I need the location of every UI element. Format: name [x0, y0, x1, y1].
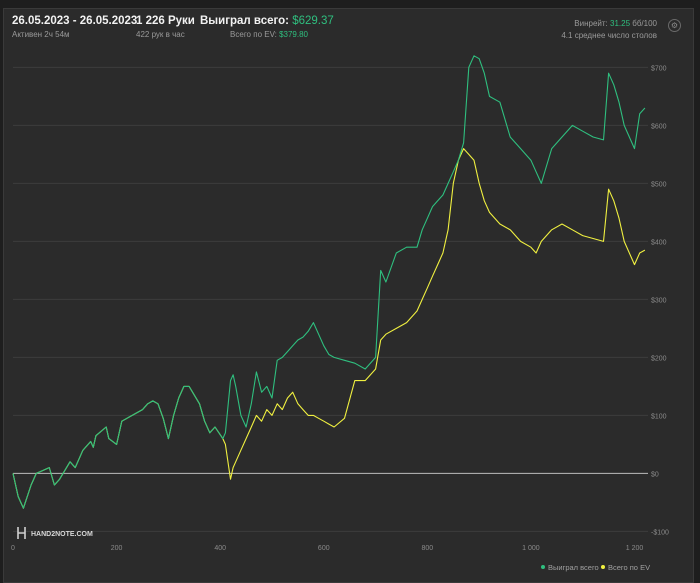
logo-icon [17, 527, 26, 539]
y-tick-label: $600 [651, 123, 667, 130]
legend-label: Всего по EV [608, 563, 650, 572]
logo: HAND2NOTE.COM [17, 527, 93, 539]
winrate-block: Винрейт: 31.25 бб/100 4.1 среднее число … [561, 15, 657, 40]
y-tick-label: $400 [651, 239, 667, 246]
winrate-value: 31.25 [610, 19, 631, 28]
winrate-unit: бб/100 [632, 19, 657, 28]
legend-swatch [541, 565, 545, 569]
logo-text: HAND2NOTE.COM [31, 531, 93, 538]
x-tick-label: 1 200 [626, 545, 644, 552]
winrate-label: Винрейт: [574, 19, 608, 28]
hands-per-hour: 422 рук в час [136, 30, 185, 39]
x-tick-label: 600 [318, 545, 330, 552]
chart-panel: 26.05.2023 - 26.05.2023 Активен 2ч 54м 1… [3, 8, 694, 583]
gear-icon[interactable]: ⚙ [668, 19, 681, 32]
hands-count: 1 226 Руки [136, 15, 195, 27]
x-tick-label: 800 [422, 545, 434, 552]
series-line [12, 148, 646, 509]
x-tick-label: 200 [111, 545, 123, 552]
y-tick-label: $100 [651, 413, 667, 420]
hands-block: 1 226 Руки 422 рук в час [136, 15, 195, 39]
x-tick-label: 0 [11, 545, 15, 552]
y-tick-label: $500 [651, 181, 667, 188]
y-tick-label: $0 [651, 471, 659, 478]
summary-header: 26.05.2023 - 26.05.2023 Активен 2ч 54м 1… [4, 9, 693, 51]
y-tick-label: $700 [651, 65, 667, 72]
series-line [12, 55, 646, 509]
x-tick-label: 1 000 [522, 545, 540, 552]
won-block: Выиграл всего: $629.37 Всего по EV: $379… [200, 15, 334, 39]
won-value: $629.37 [292, 15, 334, 27]
ev-label: Всего по EV: [230, 30, 277, 39]
legend-swatch [601, 565, 605, 569]
date-range: 26.05.2023 - 26.05.2023 [12, 15, 138, 27]
won-label: Выиграл всего: [200, 15, 289, 27]
date-block: 26.05.2023 - 26.05.2023 Активен 2ч 54м [12, 15, 137, 39]
active-time: Активен 2ч 54м [12, 30, 70, 39]
y-tick-label: $200 [651, 355, 667, 362]
avg-tables: 4.1 среднее число столов [561, 31, 657, 40]
y-tick-label: $300 [651, 297, 667, 304]
y-tick-label: -$100 [651, 529, 669, 536]
legend-label: Выиграл всего [548, 563, 599, 572]
x-tick-label: 400 [214, 545, 226, 552]
ev-value: $379.80 [279, 30, 308, 39]
